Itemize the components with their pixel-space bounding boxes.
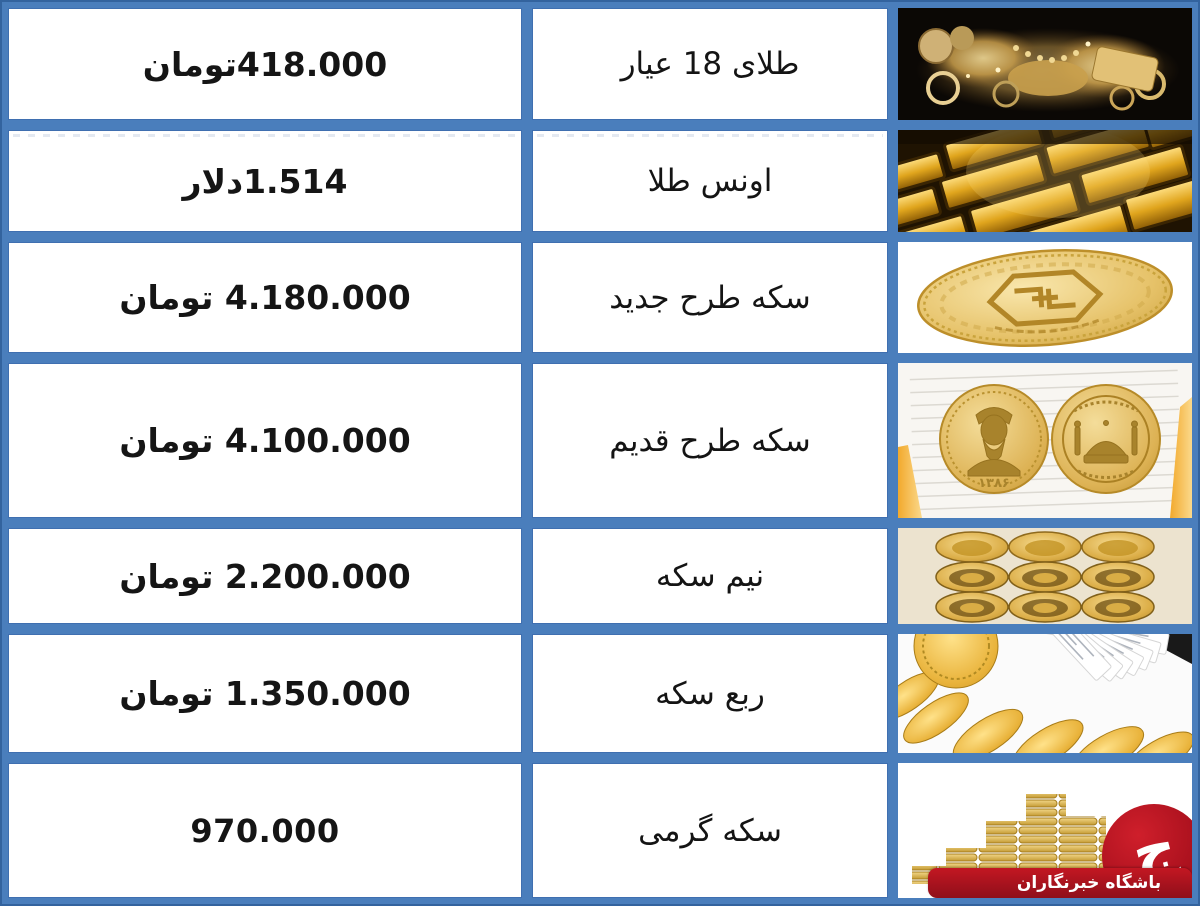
price-cell-18k-gold: 418.000تومان xyxy=(8,8,522,120)
price-text: 970.000 xyxy=(190,811,340,850)
old-design-coins-photo: ۱۳۸۶ xyxy=(898,363,1192,518)
coin-grid xyxy=(935,531,1155,623)
price-cell-old-coin: 4.100.000 تومان xyxy=(8,363,522,518)
photo-cell-half-coin-grid xyxy=(898,528,1192,624)
new-design-coin-photo xyxy=(898,242,1192,353)
item-label: اونس طلا xyxy=(647,163,773,199)
label-cell-new-coin: سکه طرح جدید xyxy=(532,242,888,353)
yjc-logo-banner-text: باشگاه خبرنگاران xyxy=(1016,873,1162,893)
price-cell-gold-ounce: 1.514دلار xyxy=(8,130,522,232)
old-coin-date: ۱۳۸۶ xyxy=(978,476,1010,491)
price-cell-half-coin: 2.200.000 تومان xyxy=(8,528,522,624)
label-cell-quarter-coin: ربع سکه xyxy=(532,634,888,753)
photo-cell-gold-bars xyxy=(898,130,1192,232)
label-cell-old-coin: سکه طرح قدیم xyxy=(532,363,888,518)
price-text: 1.350.000 تومان xyxy=(119,674,411,713)
price-text: 2.200.000 تومان xyxy=(119,556,411,596)
label-cell-gram-coin: سکه گرمی xyxy=(532,763,888,898)
photo-cell-new-design-coin xyxy=(898,242,1192,353)
mosque-coin xyxy=(1051,384,1161,494)
price-cell-quarter-coin: 1.350.000 تومان xyxy=(8,634,522,753)
price-text: 4.180.000 تومان xyxy=(119,278,411,317)
coins-under-papers xyxy=(898,671,1192,753)
gold-jewelry-photo xyxy=(898,8,1192,120)
item-label: نیم سکه xyxy=(655,558,765,594)
gold-bars-photo xyxy=(898,130,1192,232)
price-cell-new-coin: 4.180.000 تومان xyxy=(8,242,522,353)
price-cell-gram-coin: 970.000 xyxy=(8,763,522,898)
quarter-coin-papers-photo xyxy=(898,634,1192,753)
item-label: طلای 18 عیار xyxy=(620,46,800,82)
price-text: 418.000تومان xyxy=(142,44,388,84)
label-cell-18k-gold: طلای 18 عیار xyxy=(532,8,888,120)
photo-cell-quarter-coin-papers xyxy=(898,634,1192,753)
price-text: 4.100.000 تومان xyxy=(119,421,411,460)
label-cell-gold-ounce: اونس طلا xyxy=(532,130,888,232)
photo-cell-gram-coin-stacks: ج باشگاه خبرنگاران xyxy=(898,763,1192,898)
item-label: سکه گرمی xyxy=(638,812,782,849)
gold-coin xyxy=(917,249,1173,347)
photo-cell-gold-jewelry xyxy=(898,8,1192,120)
item-label: سکه طرح قدیم xyxy=(609,422,811,459)
top-left-coin xyxy=(913,634,999,689)
yjc-logo-banner: باشگاه خبرنگاران xyxy=(928,868,1192,898)
label-cell-half-coin: نیم سکه xyxy=(532,528,888,624)
item-label: سکه طرح جدید xyxy=(609,279,811,316)
photo-cell-old-design-coins: ۱۳۸۶ xyxy=(898,363,1192,518)
half-coin-grid-photo xyxy=(898,528,1192,624)
price-text: 1.514دلار xyxy=(182,161,348,201)
item-label: ربع سکه xyxy=(655,675,765,712)
portrait-coin: ۱۳۸۶ xyxy=(939,384,1049,494)
